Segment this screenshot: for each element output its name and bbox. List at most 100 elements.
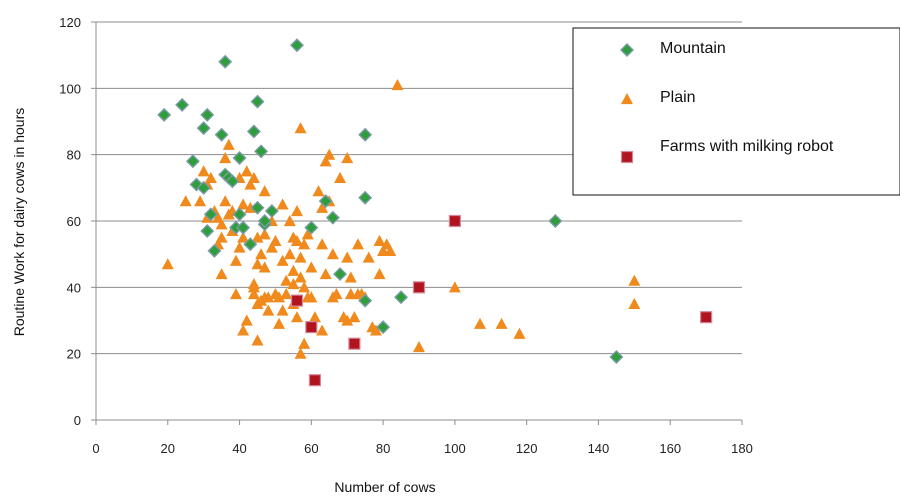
diamond-point [243,237,258,252]
triangle-point [413,341,425,353]
triangle-point [273,317,286,329]
x-tick-label: 60 [304,441,318,456]
diamond-point [318,194,333,209]
triangle-point [301,228,314,240]
triangle-point [495,317,508,329]
triangle-point [255,248,268,260]
series-diamond [157,38,624,364]
diamond-point [304,220,319,235]
triangle-point [351,238,364,250]
triangle-point [319,155,332,167]
triangle-point [251,334,264,346]
x-tick-label: 0 [92,441,99,456]
triangle-point [628,274,641,286]
diamond-point [250,200,265,215]
triangle-point [319,268,332,280]
triangle-point [215,218,228,230]
triangle-point [305,291,318,303]
diamond-point [548,214,563,228]
triangle-point [258,228,271,240]
triangle-point [298,238,311,250]
triangle-point [373,234,386,246]
triangle-point [222,138,235,150]
axis-lines [91,21,743,425]
triangle-point [240,314,253,326]
diamond-point [200,223,215,238]
diamond-point [225,174,240,189]
y-tick-label: 40 [67,280,81,295]
triangle-point [247,171,260,183]
triangle-point [194,195,207,207]
x-tick-label: 20 [161,441,175,456]
square-point [290,294,304,307]
triangle-point [229,254,242,266]
triangle-point [219,195,232,207]
legend: Mountain Plain Farms with milking robot [572,27,900,196]
triangle-point [229,287,242,300]
triangle-point [276,254,289,266]
triangle-point [323,148,336,160]
y-tick-label: 60 [67,214,81,229]
triangle-point [348,311,361,323]
triangle-point [283,248,296,260]
diamond-point [358,293,373,308]
diamond-point [289,38,304,53]
triangle-point [316,201,329,213]
y-tick-label: 80 [67,148,81,163]
square-point [700,311,713,324]
diamond-point [214,127,229,142]
diamond-point [250,94,265,109]
triangle-point [262,304,275,316]
series-triangle [161,79,641,359]
triangle-point [448,281,461,293]
triangle-point [384,244,397,256]
y-tick-label: 0 [74,413,81,428]
triangle-point [294,347,307,359]
triangle-point [287,264,300,276]
triangle-point [280,274,293,286]
triangle-point [344,271,357,283]
x-tick-labels: 0 20 40 60 80 100 120 140 160 180 [92,441,752,456]
diamond-point [264,204,279,219]
triangle-point [233,241,246,253]
square-point [348,337,361,350]
diamond-point [236,220,251,235]
triangle-point [273,291,286,303]
triangle-point [237,324,250,336]
triangle-point [247,278,260,290]
legend-label: Plain [660,89,696,106]
square-point [305,321,318,334]
triangle-point [294,122,307,134]
x-tick-label: 40 [232,441,246,456]
x-tick-label: 120 [516,441,538,456]
square-point [308,374,322,387]
triangle-point [326,248,339,260]
triangle-point [290,311,303,323]
triangle-point [316,238,329,250]
triangle-point [341,151,354,164]
diamond-point [254,144,269,159]
triangle-point [265,241,278,253]
triangle-point [262,291,275,303]
y-tick-label: 120 [59,15,81,30]
triangle-point [179,195,192,207]
triangle-point [244,178,257,190]
legend-marker-square [620,150,634,164]
diamond-point [175,97,190,112]
diamond-point [196,121,211,136]
triangle-point [197,165,210,177]
diamond-point [358,190,373,205]
triangle-point [290,234,303,246]
triangle-point [308,311,321,323]
series-square [290,214,713,387]
triangle-point [294,271,307,283]
triangle-point [316,324,329,336]
square-point [448,214,461,228]
triangle-point [373,268,386,280]
triangle-point [258,185,271,197]
x-axis-title: Number of cows [334,479,435,495]
legend-label: Mountain [660,40,726,57]
triangle-point [298,337,311,349]
y-tick-label: 100 [59,81,81,96]
